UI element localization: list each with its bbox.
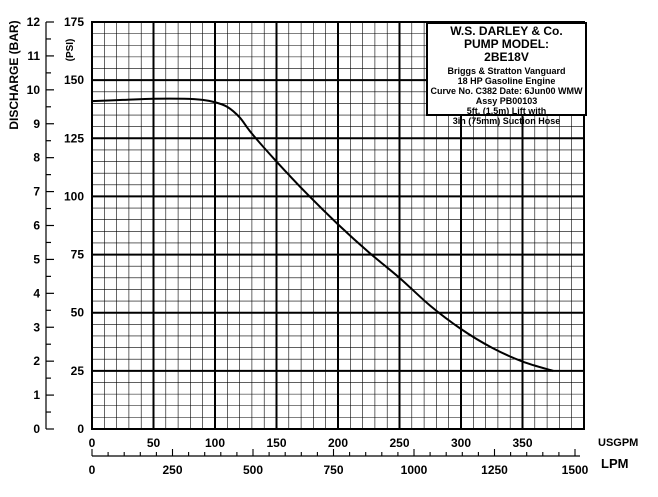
- x-axis-lpm-label: LPM: [601, 456, 628, 471]
- info-line-engine: Briggs & Stratton Vanguard: [447, 66, 566, 76]
- bar-tick-label: 8: [33, 151, 40, 165]
- major-grid: [92, 22, 584, 429]
- bar-tick-label: 5: [33, 252, 40, 266]
- model-number: 2BE18V: [484, 50, 529, 64]
- bar-tick-label: 1: [33, 388, 40, 402]
- bar-tick-label: 0: [33, 422, 40, 436]
- info-line-assy: Assy PB00103: [475, 96, 538, 106]
- bar-tick-label: 11: [27, 49, 40, 63]
- psi-tick-label: 125: [64, 131, 84, 145]
- usgpm-tick-labels: 0 50 100 150 200 250 300 350: [89, 436, 533, 450]
- model-label: PUMP MODEL:: [463, 37, 550, 51]
- pump-info-box: W.S. DARLEY & Co. PUMP MODEL: 2BE18V Bri…: [426, 22, 587, 126]
- x-axis-usgpm-label: USGPM: [598, 437, 638, 449]
- bar-tick-label: 7: [33, 185, 40, 199]
- y-axis-psi-label: (PSI): [65, 39, 76, 62]
- lpm-tick-label: 750: [323, 463, 343, 477]
- company-name: W.S. DARLEY & Co.: [450, 24, 563, 38]
- lpm-tick-label: 1250: [481, 463, 508, 477]
- lpm-axis: [91, 449, 580, 457]
- usgpm-tick-label: 50: [147, 436, 161, 450]
- bar-tick-label: 3: [33, 320, 40, 334]
- usgpm-tick-label: 350: [512, 436, 532, 450]
- bar-tick-label: 10: [27, 83, 41, 97]
- psi-tick-label: 75: [71, 248, 85, 262]
- lpm-tick-label: 250: [162, 463, 182, 477]
- psi-tick-label: 0: [77, 422, 84, 436]
- lpm-tick-label: 500: [243, 463, 263, 477]
- usgpm-tick-label: 200: [328, 436, 348, 450]
- y-axis-bar-label: DISCHARGE (BAR): [7, 20, 21, 129]
- left-axis-ticks: [45, 21, 54, 430]
- lpm-tick-label: 1500: [562, 463, 589, 477]
- bar-tick-label: 6: [33, 219, 40, 233]
- info-line-curve: Curve No. C382 Date: 6Jun00 WMW: [430, 86, 583, 96]
- lpm-tick-label: 0: [89, 463, 96, 477]
- psi-tick-label: 100: [64, 189, 84, 203]
- psi-tick-label: 175: [64, 15, 84, 29]
- usgpm-tick-label: 100: [205, 436, 225, 450]
- plot-frame: [91, 21, 585, 430]
- usgpm-tick-label: 0: [89, 436, 96, 450]
- usgpm-tick-label: 150: [266, 436, 286, 450]
- info-line-hp: 18 HP Gasoline Engine: [457, 76, 556, 86]
- bar-tick-label: 12: [27, 15, 41, 29]
- psi-tick-labels: 25 50 75 100 125 150 175 0: [64, 15, 84, 436]
- psi-tick-label: 25: [71, 364, 85, 378]
- bar-tick-label: 4: [33, 286, 40, 300]
- psi-tick-label: 50: [71, 306, 85, 320]
- usgpm-tick-label: 250: [389, 436, 409, 450]
- psi-tick-label: 150: [64, 73, 84, 87]
- usgpm-tick-label: 300: [451, 436, 471, 450]
- lpm-tick-label: 1000: [401, 463, 428, 477]
- bar-tick-label: 2: [33, 354, 40, 368]
- lpm-tick-labels: 0 250 500 750 1000 1250 1500: [89, 463, 589, 477]
- bar-tick-label: 9: [33, 117, 40, 131]
- info-line-hose: 3in (75mm) Suction Hose: [452, 116, 561, 126]
- info-line-lift: 5ft. (1.5m) Lift with: [466, 106, 547, 116]
- pump-performance-curve: [91, 97, 554, 372]
